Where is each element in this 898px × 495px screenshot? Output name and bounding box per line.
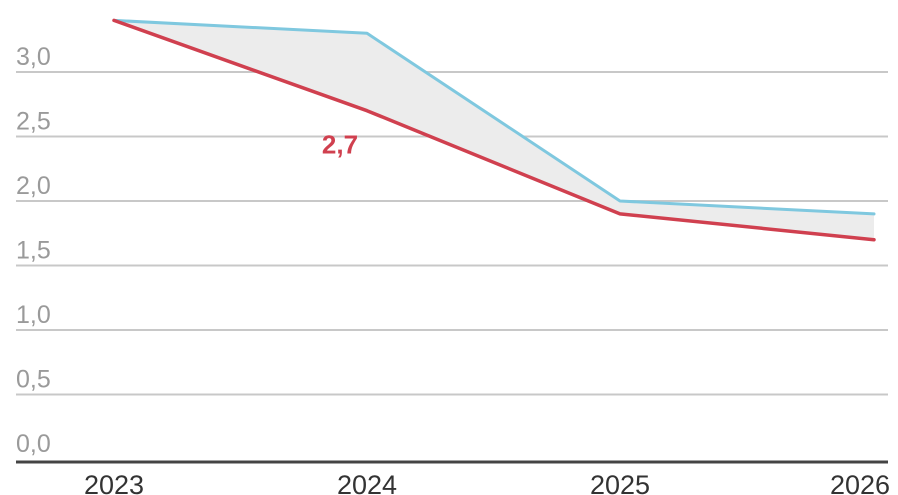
series-line-2: [112, 18, 876, 242]
x-tick-label: 2026: [830, 470, 890, 495]
x-axis: 2023 2024 2025 2026: [84, 470, 890, 495]
data-label: 2,7: [322, 130, 358, 160]
x-tick-label: 2023: [84, 470, 144, 495]
y-tick-label: 2,5: [16, 108, 51, 136]
y-tick-label: 0,0: [16, 430, 51, 458]
annotation-layer: 2,7: [322, 130, 358, 160]
y-tick-label: 2,0: [16, 172, 51, 200]
y-tick-label: 0,5: [16, 366, 51, 394]
series-layer: [112, 18, 876, 242]
series-line-1: [112, 18, 876, 216]
y-tick-label: 1,5: [16, 237, 51, 265]
x-tick-label: 2025: [590, 470, 650, 495]
y-tick-label: 1,0: [16, 301, 51, 329]
y-tick-label: 3,0: [16, 43, 51, 71]
y-axis: 0,0 0,5 1,0 1,5 2,0 2,5 3,0: [16, 43, 51, 458]
x-tick-label: 2024: [337, 470, 397, 495]
area-between-series-layer: [114, 20, 874, 240]
area-between-series: [114, 20, 874, 240]
